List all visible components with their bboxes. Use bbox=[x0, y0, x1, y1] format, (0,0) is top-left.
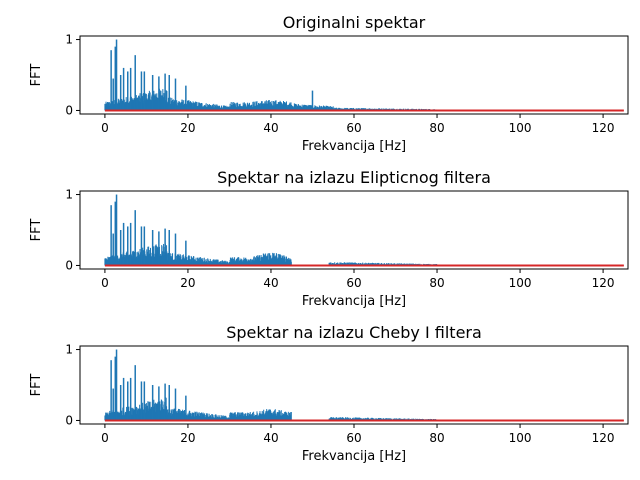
x-tick-label: 0 bbox=[101, 431, 109, 445]
x-tick-label: 80 bbox=[429, 276, 444, 290]
x-tick-label: 120 bbox=[592, 431, 615, 445]
y-tick-label: 0 bbox=[65, 258, 73, 272]
x-axis-label: Frekvancija [Hz] bbox=[302, 294, 406, 309]
x-axis-label: Frekvancija [Hz] bbox=[302, 139, 406, 154]
x-axis-label: Frekvancija [Hz] bbox=[302, 449, 406, 464]
x-tick-label: 100 bbox=[509, 276, 532, 290]
chart-title: Spektar na izlazu Elipticnog filtera bbox=[217, 168, 491, 187]
y-tick-label: 1 bbox=[65, 33, 73, 47]
x-tick-label: 20 bbox=[180, 431, 195, 445]
x-tick-label: 60 bbox=[346, 121, 361, 135]
y-axis-label: FFT bbox=[29, 64, 44, 87]
stem-series bbox=[104, 194, 625, 266]
x-tick-label: 20 bbox=[180, 276, 195, 290]
y-axis-label: FFT bbox=[29, 374, 44, 397]
x-tick-label: 120 bbox=[592, 121, 615, 135]
x-tick-label: 100 bbox=[509, 431, 532, 445]
x-tick-label: 40 bbox=[263, 276, 278, 290]
x-tick-label: 120 bbox=[592, 276, 615, 290]
y-axis-label: FFT bbox=[29, 219, 44, 242]
x-tick-label: 60 bbox=[346, 276, 361, 290]
subplot-1: Originalni spektar 0 20 40 60 80 100 120 0 1 Frekv… bbox=[29, 13, 629, 154]
x-tick-label: 80 bbox=[429, 121, 444, 135]
subplot-2: Spektar na izlazu Elipticnog filtera 0 20 4… bbox=[29, 168, 629, 309]
x-tick-label: 40 bbox=[263, 121, 278, 135]
chart-title: Originalni spektar bbox=[283, 13, 426, 32]
x-tick-label: 100 bbox=[509, 121, 532, 135]
subplot-3: Spektar na izlazu Cheby I filtera 0 20 40 60… bbox=[29, 323, 629, 464]
x-tick-label: 60 bbox=[346, 431, 361, 445]
x-tick-label: 80 bbox=[429, 431, 444, 445]
chart-title: Spektar na izlazu Cheby I filtera bbox=[226, 323, 482, 342]
x-tick-label: 0 bbox=[101, 121, 109, 135]
y-tick-label: 1 bbox=[65, 188, 73, 202]
x-tick-label: 20 bbox=[180, 121, 195, 135]
stem-series bbox=[104, 39, 625, 111]
y-tick-label: 1 bbox=[65, 343, 73, 357]
stem-series bbox=[104, 349, 625, 421]
x-tick-label: 0 bbox=[101, 276, 109, 290]
x-tick-label: 40 bbox=[263, 431, 278, 445]
y-tick-label: 0 bbox=[65, 103, 73, 117]
y-tick-label: 0 bbox=[65, 413, 73, 427]
